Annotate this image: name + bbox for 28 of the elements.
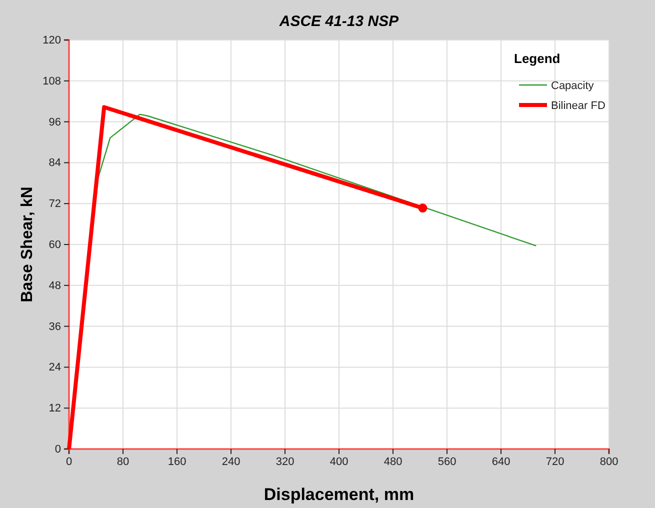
- y-tick-label: 12: [48, 402, 61, 415]
- x-tick-label: 320: [276, 456, 294, 468]
- y-tick-label: 0: [54, 444, 61, 456]
- y-tick-label: 72: [48, 198, 61, 210]
- x-tick-label: 560: [438, 456, 456, 468]
- legend-label: Bilinear FD: [551, 100, 606, 112]
- x-tick-label: 160: [168, 456, 186, 468]
- x-tick-label: 720: [546, 456, 564, 468]
- legend-label: Capacity: [551, 80, 594, 92]
- chart-title: ASCE 41-13 NSP: [278, 13, 400, 30]
- y-tick-label: 120: [42, 34, 61, 47]
- y-tick-label: 60: [48, 239, 61, 252]
- x-tick-label: 0: [66, 456, 72, 468]
- x-axis-title: Displacement, mm: [264, 485, 414, 504]
- x-tick-label: 240: [222, 456, 240, 468]
- y-tick-label: 24: [48, 362, 61, 374]
- x-tick-label: 640: [492, 456, 510, 468]
- y-tick-label: 84: [48, 157, 61, 170]
- y-tick-label: 108: [42, 75, 61, 88]
- y-axis-title: Base Shear, kN: [19, 186, 36, 302]
- x-tick-label: 800: [600, 456, 618, 468]
- y-tick-label: 96: [48, 116, 61, 128]
- y-tick-label: 48: [48, 280, 61, 292]
- y-tick-label: 36: [48, 320, 61, 333]
- legend-title: Legend: [514, 51, 560, 66]
- x-tick-label: 80: [116, 456, 130, 468]
- x-tick-label: 480: [384, 456, 402, 468]
- x-tick-label: 400: [330, 456, 348, 468]
